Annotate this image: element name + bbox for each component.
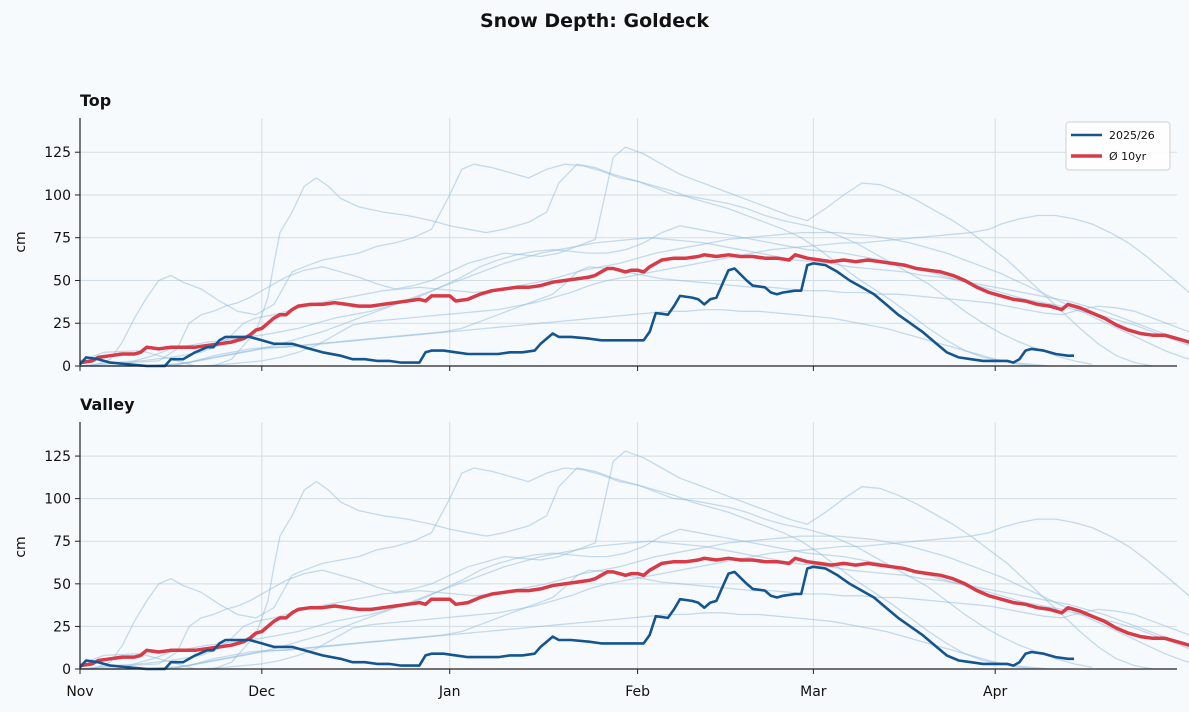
x-tick-label: Jan [438,684,461,700]
historical-season-line [80,308,1050,367]
y-tick-label: 25 [53,619,71,635]
y-tick-label: 0 [62,359,71,375]
historical-season-line [80,225,1189,367]
historical-seasons [79,450,1189,670]
legend: 2025/26 Ø 10yr [1065,121,1171,171]
gridlines [80,422,1177,669]
x-tick-label: Mar [800,684,827,700]
legend-label-current: 2025/26 [1109,129,1155,142]
current-season-line [79,565,1074,671]
y-tick-label: 100 [44,492,71,508]
x-tick-label: Feb [625,684,650,700]
y-tick-label: 125 [44,449,71,465]
x-tick-label: Dec [248,684,275,700]
historical-seasons [79,146,1189,367]
y-axis-label: cm [13,231,29,252]
main-series [79,253,1189,368]
y-tick-labels: 0 25 50 75 100 125 [44,145,71,375]
y-tick-label: 50 [53,273,71,289]
y-tick-label: 50 [53,577,71,593]
historical-season-line [80,528,1189,670]
y-tick-label: 25 [53,316,71,332]
x-tick-labels: Nov Dec Jan Feb Mar Apr [66,684,1007,700]
y-tick-label: 75 [53,534,71,550]
panel-valley: 0 25 50 75 100 125 Valley cm [13,395,1189,678]
y-tick-label: 75 [53,231,71,247]
x-tick-label: Nov [66,684,93,700]
chart-title: Snow Depth: Goldeck [480,10,709,32]
average-10yr-line [79,556,1189,668]
y-tick-label: 125 [44,145,71,161]
gridlines [80,118,1177,366]
panel-title: Valley [80,395,135,414]
y-tick-label: 100 [44,188,71,204]
historical-season-line [91,467,1093,670]
historical-season-line [80,540,1189,670]
panel-top: 0 25 50 75 100 125 Top cm [13,91,1189,375]
axes [75,422,1177,674]
legend-label-average: Ø 10yr [1109,150,1147,163]
y-tick-label: 0 [62,662,71,678]
average-10yr-line [79,253,1189,365]
current-season-line [79,262,1074,368]
panel-title: Top [80,91,111,110]
axes [75,118,1177,371]
historical-season-line [80,612,1050,670]
main-series [79,556,1189,671]
historical-season-line [91,163,1093,367]
historical-season-line [80,237,1189,367]
y-tick-labels: 0 25 50 75 100 125 [44,449,71,678]
historical-season-line [79,146,1153,367]
x-tick-label: Apr [983,684,1007,700]
historical-season-line [79,450,1153,670]
y-axis-label: cm [13,536,29,557]
